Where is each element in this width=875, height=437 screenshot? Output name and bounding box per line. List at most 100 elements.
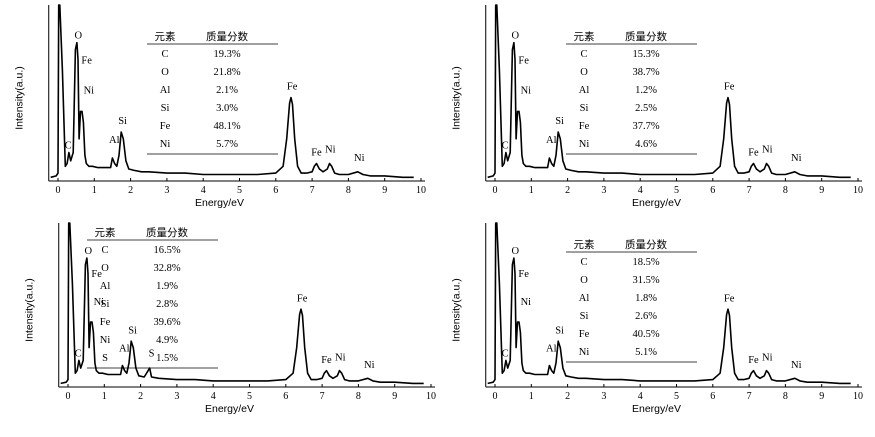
- table-cell-mass-fraction: 31.5%: [632, 275, 659, 286]
- eds-spectrum-panel-2: 0 1 2 3 4 5 6 7 8 9 10 Energy/eV Intensity(a.u.) O Fe N…: [437, 0, 874, 218]
- table-cell-mass-fraction: 2.5%: [635, 103, 657, 114]
- table-header-element: 元素: [574, 238, 595, 251]
- table-cell-element: O: [580, 275, 588, 286]
- peak-label: Ni: [762, 145, 773, 156]
- table-header-mass-fraction: 质量分数: [625, 30, 667, 43]
- x-tick-label: 7: [320, 391, 325, 402]
- x-tick-label: 8: [356, 391, 361, 402]
- table-header-mass-fraction: 质量分数: [206, 30, 248, 43]
- table-cell-element: Al: [160, 85, 171, 96]
- composition-table: 元素 质量分数 C 16.5% O 32.8% Al 1.9% Si 2.8% Fe 39.6% Ni 4…: [87, 226, 218, 369]
- table-cell-element: O: [161, 67, 169, 78]
- peak-label: Fe: [91, 269, 102, 280]
- eds-chart-svg: 0 1 2 3 4 5 6 7 8 9 10Energy/eVIntensity(a.u.)OFeN…: [24, 222, 436, 415]
- x-tick-label: 9: [382, 185, 387, 196]
- table-cell-element: Ni: [579, 347, 590, 358]
- table-cell-mass-fraction: 2.6%: [635, 311, 657, 322]
- table-cell-element: C: [580, 49, 587, 60]
- table-cell-mass-fraction: 4.6%: [635, 139, 657, 150]
- x-tick-label: 4: [638, 391, 643, 402]
- peak-label: Fe: [724, 293, 735, 304]
- x-tick-label: 3: [164, 185, 169, 196]
- x-tick-label: 1: [102, 391, 107, 402]
- table-cell-element: Al: [579, 293, 590, 304]
- table-cell-mass-fraction: 39.6%: [153, 317, 180, 328]
- table-header-element: 元素: [155, 30, 176, 43]
- x-tick-label: 9: [392, 391, 397, 402]
- eds-chart-svg: 0 1 2 3 4 5 6 7 8 9 10Energy/eVIntensity(a.u.)OFeN…: [14, 4, 426, 209]
- table-cell-mass-fraction: 1.9%: [156, 281, 178, 292]
- table-cell-mass-fraction: 3.0%: [216, 103, 238, 114]
- table-cell-element: O: [580, 67, 588, 78]
- table-cell-element: Fe: [100, 317, 111, 328]
- x-tick-label: 7: [747, 391, 752, 402]
- peak-label: Fe: [287, 82, 298, 93]
- x-tick-label: 2: [565, 391, 570, 402]
- peak-label: Ni: [762, 352, 773, 363]
- x-tick-label: 2: [138, 391, 143, 402]
- peak-label: Si: [555, 325, 564, 336]
- peak-label: C: [75, 348, 82, 359]
- table-header-mass-fraction: 质量分数: [146, 226, 188, 239]
- peak-label: Fe: [311, 147, 322, 158]
- table-cell-element: Al: [100, 281, 111, 292]
- x-axis-label: Energy/eV: [632, 403, 681, 415]
- peak-label: Ni: [364, 360, 375, 371]
- table-header-element: 元素: [95, 226, 116, 239]
- peak-label: Fe: [748, 147, 759, 158]
- y-axis-label: Intensity(a.u.): [14, 66, 26, 130]
- peak-label: Ni: [521, 297, 532, 308]
- table-cell-element: C: [161, 49, 168, 60]
- table-cell-mass-fraction: 38.7%: [632, 67, 659, 78]
- table-cell-mass-fraction: 37.7%: [632, 121, 659, 132]
- peak-label: Ni: [94, 297, 105, 308]
- x-tick-label: 5: [674, 185, 679, 196]
- spectrum-line: [50, 4, 414, 179]
- x-tick-label: 5: [247, 391, 252, 402]
- table-cell-element: C: [580, 257, 587, 268]
- table-cell-element: Ni: [160, 139, 171, 150]
- table-cell-element: Si: [580, 311, 589, 322]
- eds-spectrum-panel-4: 0 1 2 3 4 5 6 7 8 9 10 Energy/eV Intensity(a.u.) O Fe N…: [437, 218, 874, 436]
- table-cell-mass-fraction: 15.3%: [632, 49, 659, 60]
- x-tick-label: 1: [92, 185, 97, 196]
- composition-table: 元素 质量分数 C 19.3% O 21.8% Al 2.1% Si 3.0% Fe 48.1% Ni 5…: [147, 30, 278, 155]
- peak-label: Ni: [335, 352, 346, 363]
- y-axis-label: Intensity(a.u.): [24, 278, 36, 342]
- table-cell-element: Ni: [100, 335, 111, 346]
- x-tick-label: 6: [273, 185, 278, 196]
- table-cell-element: Ni: [579, 139, 590, 150]
- x-tick-label: 4: [211, 391, 216, 402]
- y-axis-label: Intensity(a.u.): [451, 66, 463, 130]
- peak-label: Fe: [297, 293, 308, 304]
- peak-label: Fe: [748, 355, 759, 366]
- table-cell-mass-fraction: 19.3%: [213, 49, 240, 60]
- table-header-element: 元素: [574, 30, 595, 43]
- x-tick-label: 6: [710, 391, 715, 402]
- table-cell-mass-fraction: 1.5%: [156, 353, 178, 364]
- table-cell-mass-fraction: 5.7%: [216, 139, 238, 150]
- peak-label: Fe: [81, 55, 92, 66]
- table-cell-mass-fraction: 5.1%: [635, 347, 657, 358]
- table-cell-element: C: [101, 245, 108, 256]
- table-cell-mass-fraction: 21.8%: [213, 67, 240, 78]
- x-tick-label: 3: [601, 185, 606, 196]
- peak-label: Ni: [84, 86, 95, 97]
- x-tick-label: 10: [853, 185, 863, 196]
- x-tick-label: 0: [66, 391, 71, 402]
- table-cell-mass-fraction: 4.9%: [156, 335, 178, 346]
- peak-label: S: [149, 348, 155, 359]
- x-tick-label: 5: [237, 185, 242, 196]
- peak-label: Si: [118, 116, 127, 127]
- x-tick-label: 4: [638, 185, 643, 196]
- eds-chart-svg: 0 1 2 3 4 5 6 7 8 9 10Energy/eVIntensity(a.u.)OFeN…: [451, 222, 863, 415]
- x-tick-label: 5: [674, 391, 679, 402]
- x-tick-label: 4: [201, 185, 206, 196]
- table-header-mass-fraction: 质量分数: [625, 238, 667, 251]
- x-axis-label: Energy/eV: [205, 403, 254, 415]
- x-tick-label: 0: [56, 185, 61, 196]
- y-axis-label: Intensity(a.u.): [451, 278, 463, 342]
- x-tick-label: 10: [416, 185, 426, 196]
- peak-label: Al: [546, 343, 557, 354]
- x-axis-label: Energy/eV: [632, 197, 681, 209]
